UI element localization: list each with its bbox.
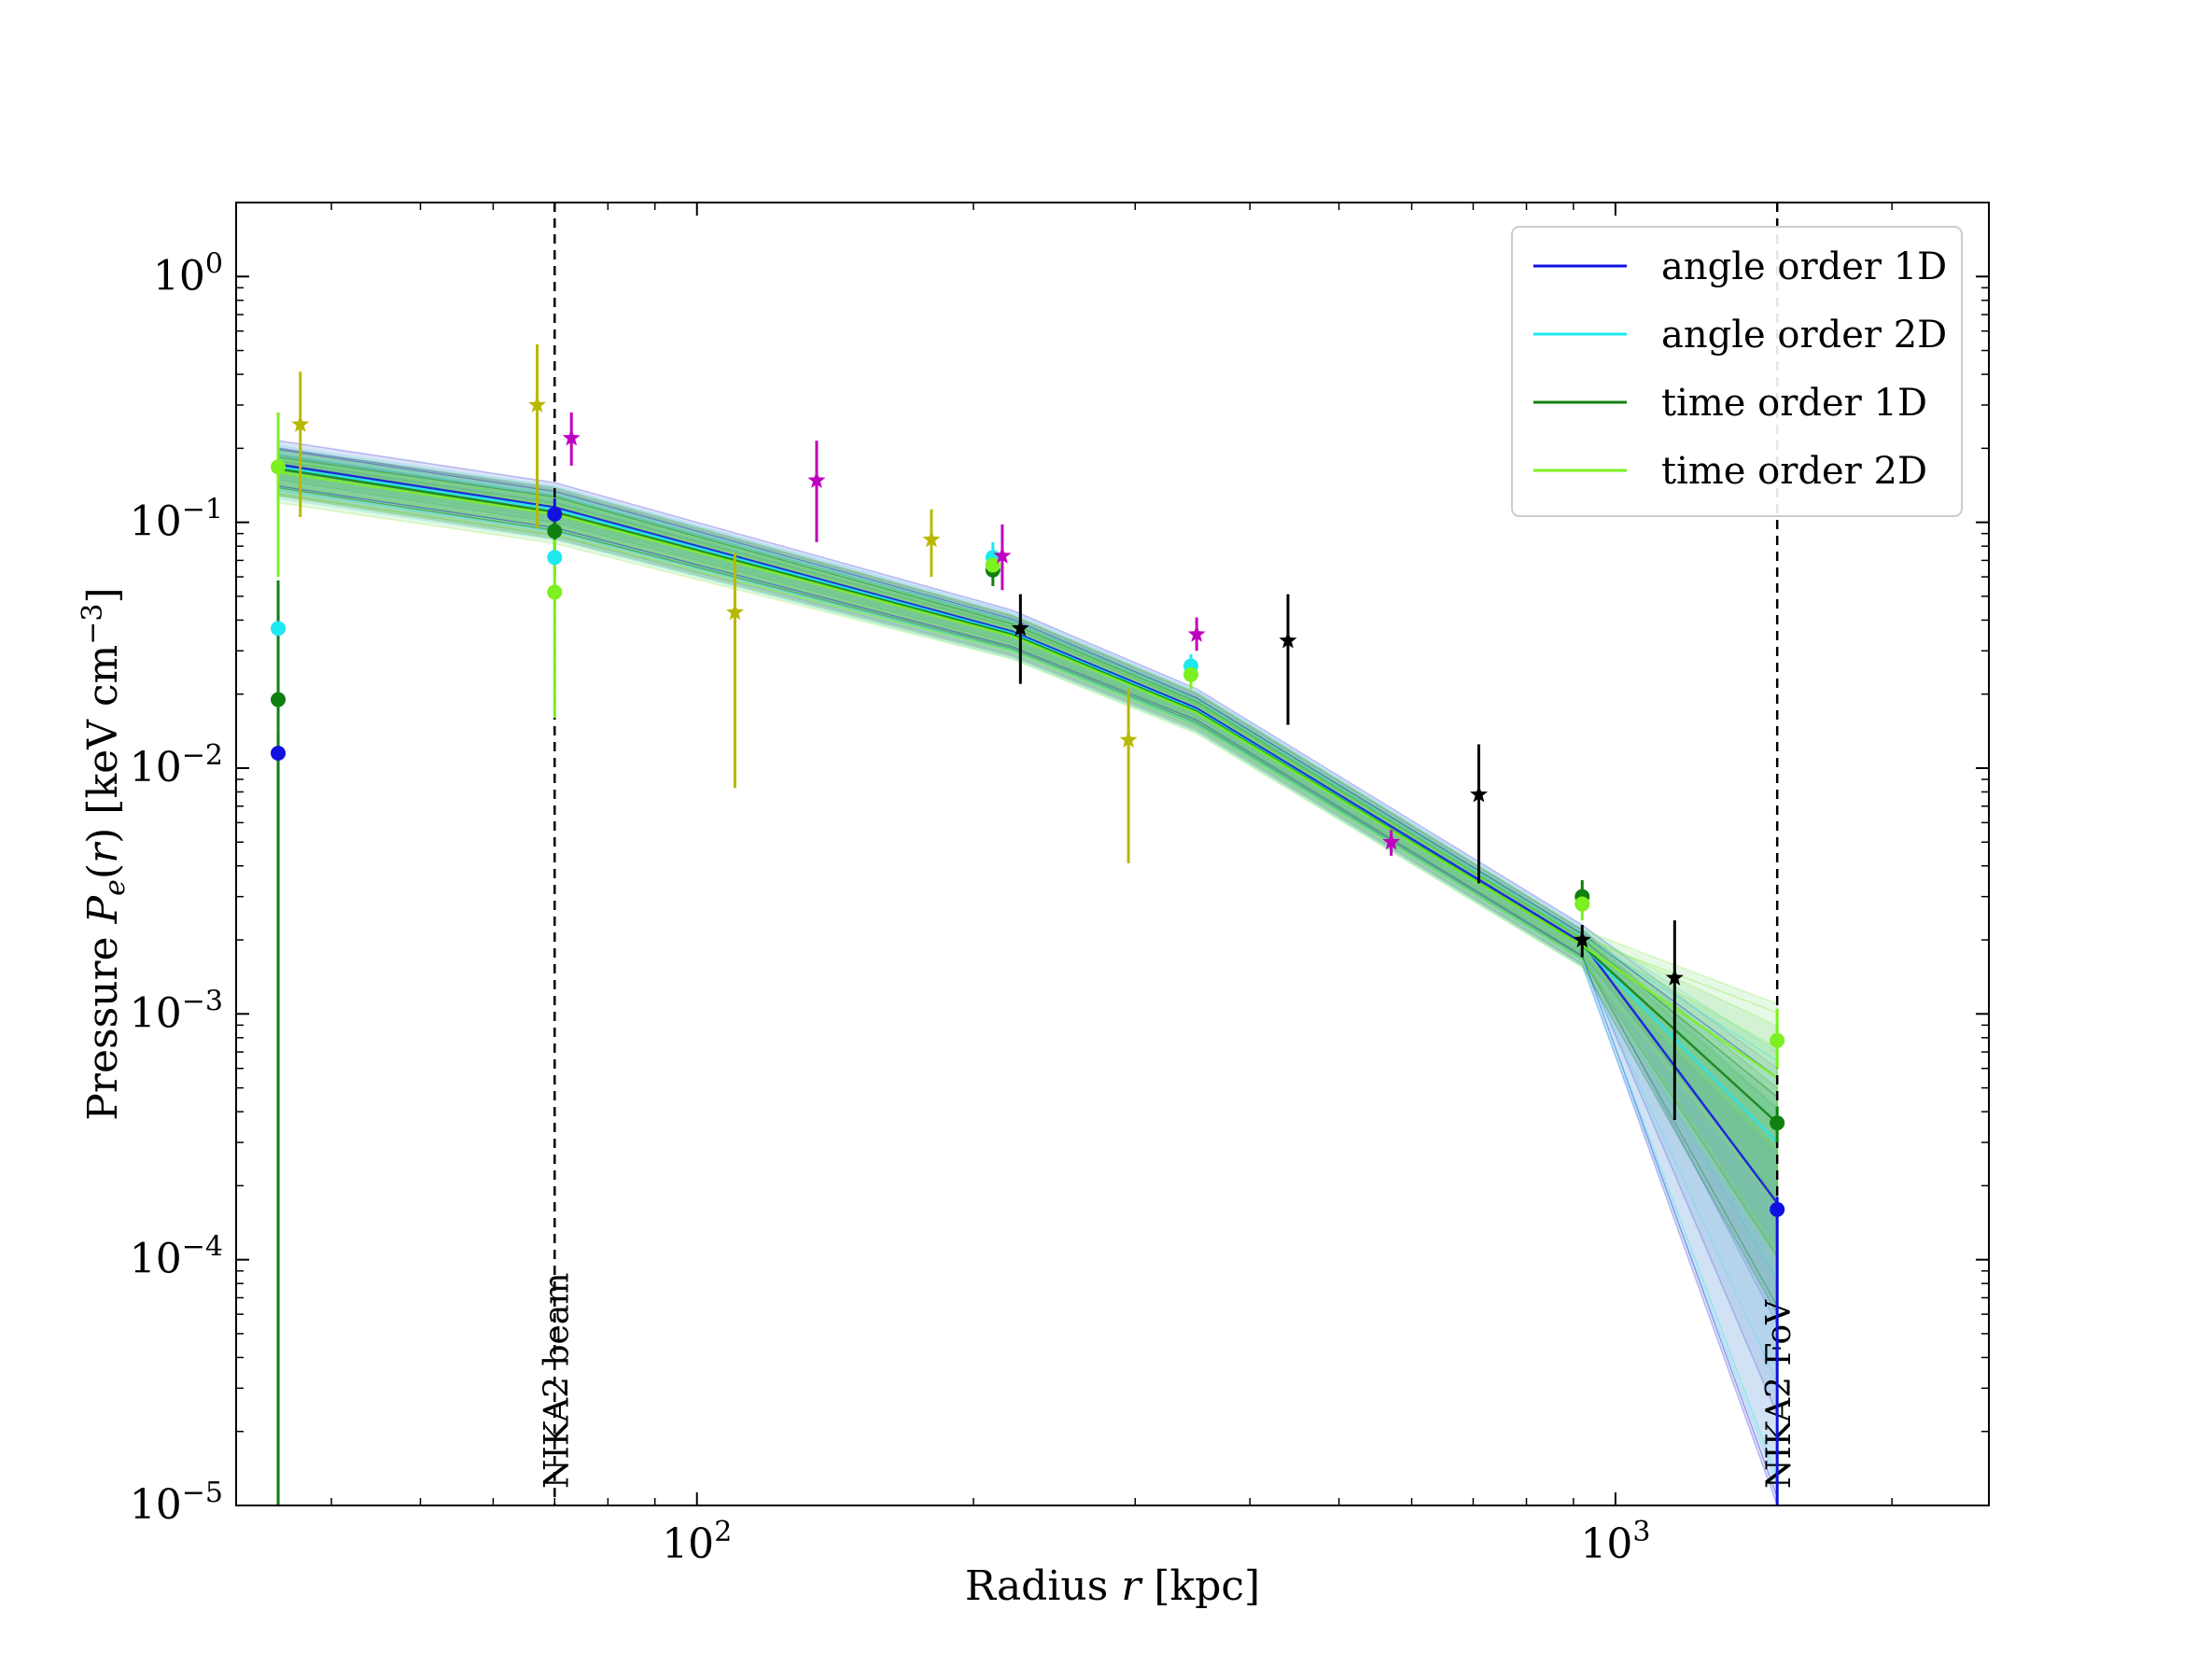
magenta-stars-marker [993, 546, 1012, 564]
legend-label-angle-order-2d: angle order 2D [1661, 314, 1947, 357]
x-axis-ticks: 102 103 [330, 203, 1893, 1568]
time-order-1d-point [547, 524, 563, 539]
magenta-stars-marker [807, 470, 826, 488]
y-tick-label: 10−4 [130, 1231, 223, 1283]
time-order-2d-point [547, 584, 563, 600]
y-tick-exponent: −1 [182, 494, 223, 526]
time-order-1d-band-1 [277, 454, 1778, 1260]
angle-order-2d-lower-line [277, 489, 1778, 1478]
time-order-2d-lower-line [277, 494, 1778, 1253]
angle-order-1d-upper-line [277, 449, 1778, 1078]
nika2-beam-label: NIKA2 beam [538, 1273, 576, 1489]
y-tick-exponent: 0 [205, 247, 223, 280]
time-order-2d-upper-line [277, 459, 1778, 1014]
x-axis-label: Radius r [kpc] [965, 1562, 1260, 1610]
x-tick-label: 103 [1580, 1516, 1650, 1568]
legend-label-time-order-2d: time order 2D [1661, 450, 1927, 493]
angle-order-2d-band-0 [277, 444, 1778, 1487]
angle-order-1d-point [547, 506, 563, 522]
angle-order-1d-band-0 [277, 440, 1778, 1505]
legend-label-time-order-1d: time order 1D [1661, 382, 1927, 425]
data-markers [271, 395, 1785, 1217]
time-order-2d-point [1574, 896, 1590, 912]
time-order-1d-line [277, 468, 1779, 1125]
time-order-2d-line [277, 470, 1778, 1079]
y-tick-label: 10−3 [130, 985, 223, 1037]
angle-order-1d-line [277, 463, 1779, 1204]
yellow-stars-marker [1119, 730, 1138, 749]
legend-box [1511, 226, 1963, 517]
angle-order-2d-line [277, 466, 1779, 1143]
x-tick-label: 102 [662, 1516, 732, 1568]
y-tick-exponent: −3 [182, 985, 223, 1017]
model-lines [277, 449, 1779, 1498]
legend-label-angle-order-1d: angle order 1D [1661, 245, 1947, 288]
angle-order-2d-upper-line [277, 454, 1778, 1062]
time-order-1d-point [271, 692, 287, 707]
black-stars-marker [1573, 931, 1591, 948]
y-tick-label: 100 [153, 247, 223, 300]
black-stars-marker [1011, 619, 1029, 637]
angle-order-2d-point [271, 621, 287, 637]
time-order-2d-band-0 [277, 450, 1778, 1263]
angle-order-1d-point [1770, 1201, 1785, 1217]
time-order-2d-point [1770, 1032, 1785, 1048]
y-tick-exponent: −4 [182, 1231, 223, 1264]
time-order-1d-lower-line [277, 486, 1778, 1307]
time-order-2d-point [1183, 666, 1199, 682]
angle-order-2d-band-2 [277, 457, 1778, 1282]
yellow-stars-marker [291, 414, 310, 432]
black-stars-marker [1665, 968, 1684, 986]
time-order-1d-band-0 [277, 447, 1778, 1317]
x-tick-exponent: 3 [1632, 1516, 1650, 1548]
time-order-1d-point [1770, 1115, 1785, 1131]
y-axis-label: Pressure Pe(r) [keV cm−3] [77, 587, 132, 1120]
legend: angle order 1D angle order 2D time order 1… [1511, 226, 1963, 517]
magenta-stars-marker [562, 428, 581, 446]
y-tick-exponent: −5 [182, 1477, 223, 1509]
y-tick-exponent: −2 [182, 739, 223, 772]
black-stars-marker [1470, 785, 1489, 803]
yellow-stars-marker [528, 395, 547, 413]
plot-frame [235, 202, 1990, 1506]
time-order-1d-upper-line [277, 456, 1778, 1098]
angle-order-1d-band-2 [277, 454, 1778, 1324]
time-order-2d-point [271, 459, 287, 475]
magenta-stars-marker [1382, 833, 1401, 850]
y-tick-label: 10−2 [130, 739, 223, 791]
magenta-stars-marker [1187, 624, 1206, 642]
y-tick-label: 10−1 [130, 494, 223, 546]
angle-order-2d-point [547, 550, 563, 566]
yellow-stars-marker [922, 530, 941, 548]
time-order-2d-band-2 [277, 462, 1778, 1153]
angle-order-1d-lower-line [277, 485, 1778, 1498]
time-order-1d-band-2 [277, 459, 1778, 1202]
black-stars-marker [1279, 631, 1297, 649]
time-order-2d-point [985, 557, 1001, 573]
nika2-fov-label: NIKA2 FoV [1760, 1299, 1798, 1489]
uncertainty-bands [277, 440, 1778, 1505]
angle-order-1d-point [271, 745, 287, 761]
y-tick-label: 10−5 [130, 1477, 223, 1529]
yellow-stars-marker [725, 603, 744, 621]
x-tick-exponent: 2 [714, 1516, 732, 1548]
time-order-2d-band-1 [277, 456, 1778, 1208]
